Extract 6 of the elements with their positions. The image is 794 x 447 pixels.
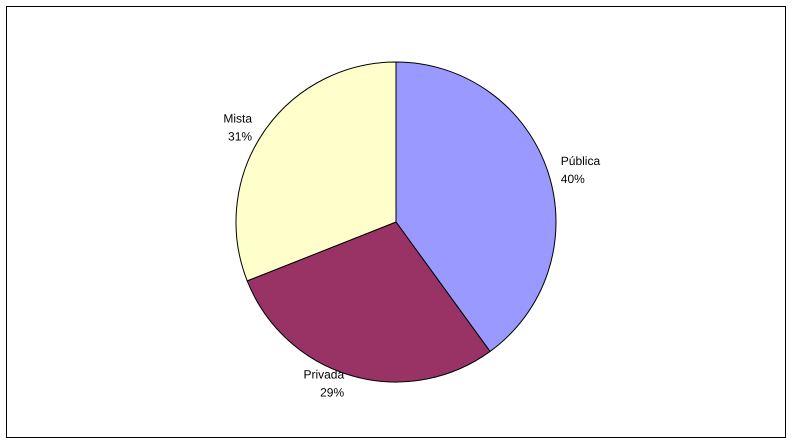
slice-label: Privada — [303, 367, 344, 382]
slice-label: Pública — [560, 154, 600, 168]
slice-label: Mista — [223, 112, 252, 126]
data-label: 29% — [320, 385, 344, 400]
data-label: 40% — [560, 172, 586, 186]
data-label: 31% — [228, 130, 252, 144]
